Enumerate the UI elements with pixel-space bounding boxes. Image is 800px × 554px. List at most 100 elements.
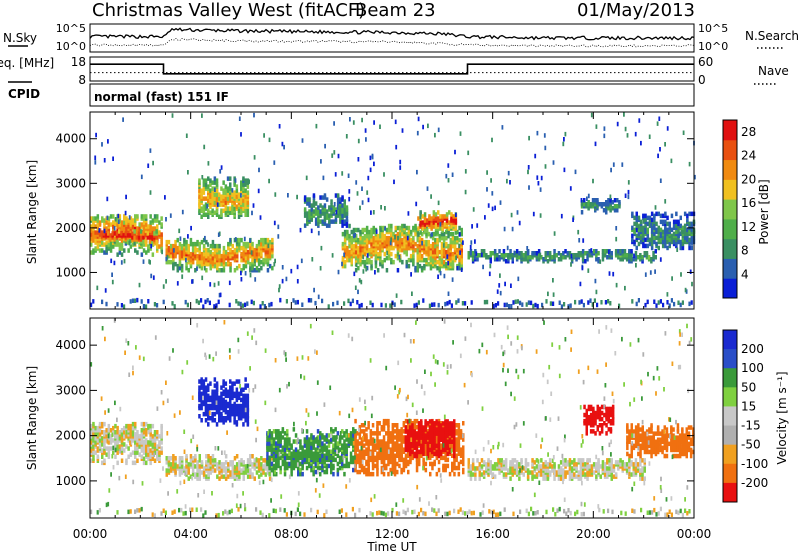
heatmap-cell: [273, 220, 276, 226]
heatmap-cell: [338, 447, 342, 452]
heatmap-cell: [310, 449, 313, 454]
heatmap-cell: [167, 456, 171, 461]
heatmap-cell: [209, 243, 212, 249]
heatmap-cell: [433, 302, 436, 307]
heatmap-cell: [354, 467, 357, 473]
heatmap-cell: [414, 223, 417, 229]
heatmap-cell: [672, 239, 676, 245]
heatmap-cell: [196, 253, 199, 259]
heatmap-cell: [528, 185, 530, 190]
heatmap-cell: [263, 133, 265, 138]
heatmap-cell: [488, 509, 491, 514]
heatmap-cell: [365, 267, 368, 272]
heatmap-cell: [90, 242, 93, 247]
heatmap-cell: [218, 231, 221, 236]
heatmap-cell: [380, 425, 384, 430]
heatmap-cell: [145, 250, 148, 255]
heatmap-cell: [605, 208, 608, 213]
heatmap-cell: [445, 229, 448, 235]
heatmap-cell: [156, 430, 159, 435]
heatmap-cell: [630, 257, 633, 262]
heatmap-cell: [639, 235, 643, 241]
heatmap-cell: [458, 237, 461, 243]
heatmap-cell: [312, 199, 316, 204]
heatmap-cell: [234, 178, 237, 183]
heatmap-cell: [299, 439, 302, 444]
heatmap-cell: [176, 237, 179, 243]
heatmap-cell: [332, 471, 335, 477]
heatmap-cell: [109, 428, 113, 433]
heatmap-cell: [310, 228, 313, 234]
heatmap-cell: [140, 446, 144, 451]
heatmap-cell: [497, 301, 500, 306]
heatmap-cell: [440, 257, 444, 263]
heatmap-cell: [416, 247, 419, 253]
heatmap-cell: [255, 507, 258, 512]
cpid-label: CPID: [8, 87, 40, 101]
heatmap-cell: [341, 209, 344, 214]
heatmap-cell: [357, 289, 359, 295]
heatmap-cell: [386, 250, 389, 256]
heatmap-cell: [240, 468, 243, 473]
heatmap-cell: [445, 249, 448, 255]
heatmap-cell: [330, 431, 333, 436]
heatmap-cell: [136, 434, 139, 439]
heatmap-cell: [281, 427, 285, 432]
heatmap-cell: [158, 220, 161, 225]
heatmap-cell: [268, 471, 271, 477]
heatmap-cell: [537, 253, 541, 258]
heatmap-cell: [354, 429, 357, 434]
heatmap-cell: [271, 237, 274, 243]
heatmap-cell: [253, 247, 256, 253]
heatmap-cell: [499, 511, 502, 517]
heatmap-cell: [416, 243, 419, 249]
heatmap-cell: [690, 245, 693, 251]
heatmap-cell: [220, 411, 223, 417]
heatmap-cell: [317, 221, 320, 226]
heatmap-cell: [592, 178, 594, 184]
heatmap-cell: [273, 160, 276, 165]
heatmap-cell: [165, 217, 167, 222]
heatmap-cell: [233, 381, 236, 386]
heatmap-cell: [582, 238, 585, 243]
heatmap-cell: [497, 512, 500, 517]
heatmap-cell: [544, 251, 547, 256]
heatmap-cell: [207, 184, 210, 189]
heatmap-cell: [142, 214, 146, 219]
heatmap-cell: [340, 508, 343, 513]
heatmap-cell: [471, 251, 475, 256]
heatmap-cell: [341, 231, 345, 237]
heatmap-cell: [365, 265, 369, 271]
heatmap-cell: [261, 301, 264, 306]
heatmap-cell: [200, 460, 204, 465]
heatmap-cell: [224, 399, 228, 405]
heatmap-cell: [509, 253, 512, 258]
heatmap-cell: [328, 205, 331, 210]
heatmap-cell: [657, 211, 660, 217]
heatmap-cell: [331, 153, 334, 158]
heatmap-cell: [356, 453, 359, 458]
heatmap-cell: [359, 235, 362, 241]
heatmap-cell: [453, 508, 456, 514]
heatmap-cell: [213, 377, 217, 382]
heatmap-cell: [109, 248, 113, 253]
heatmap-cell: [508, 304, 511, 309]
heatmap-cell: [233, 391, 236, 397]
heatmap-cell: [277, 445, 280, 450]
heatmap-cell: [136, 430, 139, 435]
heatmap-cell: [98, 444, 102, 449]
heatmap-cell: [354, 227, 358, 233]
heatmap-cell: [502, 249, 506, 254]
heatmap-cell: [367, 425, 370, 430]
heatmap-cell: [348, 243, 351, 249]
heatmap-cell: [652, 251, 655, 256]
heatmap-cell: [296, 299, 299, 305]
heatmap-cell: [160, 423, 163, 429]
heatmap-cell: [526, 249, 530, 254]
heatmap-cell: [681, 241, 685, 247]
heatmap-cell: [138, 452, 141, 457]
heatmap-cell: [343, 203, 346, 208]
heatmap-cell: [151, 456, 155, 461]
heatmap-cell: [218, 214, 221, 219]
heatmap-cell: [360, 423, 364, 428]
